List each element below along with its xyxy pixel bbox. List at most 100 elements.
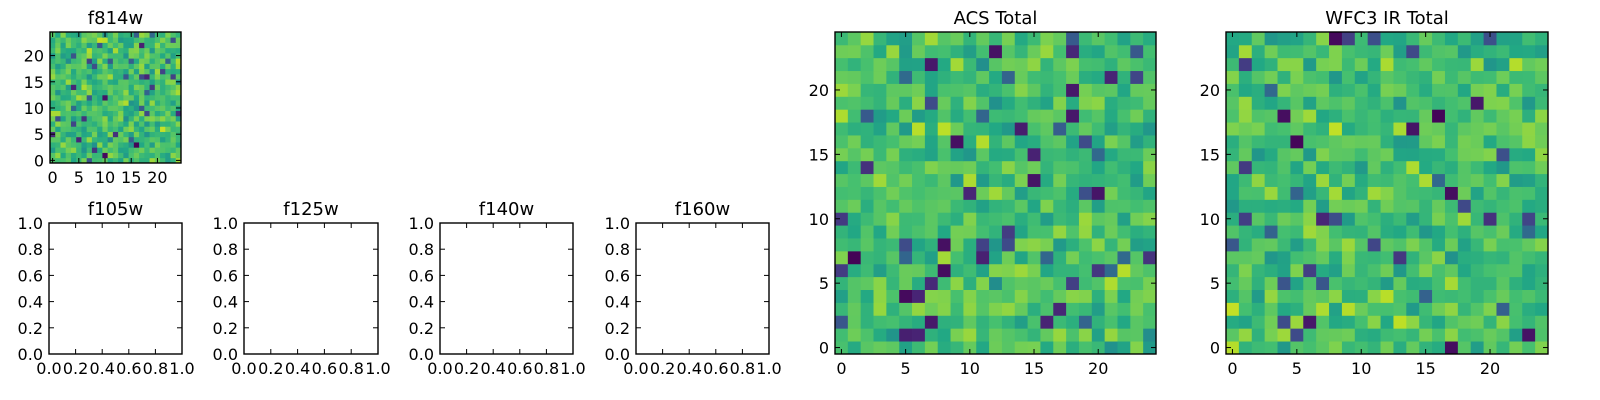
heatmap-cell xyxy=(1522,96,1536,110)
heatmap-cell xyxy=(1277,173,1291,187)
heatmap-cell xyxy=(1264,289,1278,303)
heatmap-cell xyxy=(835,276,849,290)
heatmap-cell xyxy=(81,100,88,106)
heatmap-cell xyxy=(1290,44,1304,59)
heatmap-cell xyxy=(1277,160,1291,175)
heatmap-cell xyxy=(1329,135,1343,149)
heatmap-cell xyxy=(55,63,61,70)
heatmap-cell xyxy=(65,126,72,132)
heatmap-cell xyxy=(1117,341,1131,355)
heatmap-cell xyxy=(1001,32,1016,46)
heatmap-cell xyxy=(107,84,114,91)
heatmap-cell xyxy=(1483,341,1497,355)
heatmap-cell xyxy=(86,147,93,153)
heatmap-cell xyxy=(1522,135,1536,149)
heatmap-cell xyxy=(1290,57,1304,72)
heatmap-cell xyxy=(160,63,166,70)
heatmap-cell xyxy=(65,52,72,59)
heatmap-cell xyxy=(128,42,135,49)
y-tick-label: 1.0 xyxy=(409,214,434,233)
heatmap-cell xyxy=(1354,32,1369,46)
heatmap-cell xyxy=(1367,122,1381,136)
heatmap-cell xyxy=(989,302,1003,316)
heatmap-cell xyxy=(1053,96,1067,110)
heatmap-cell xyxy=(1251,83,1266,97)
heatmap-cell xyxy=(1091,83,1106,97)
heatmap-cell xyxy=(91,157,98,164)
heatmap-cell xyxy=(1001,160,1016,175)
heatmap-cell xyxy=(835,173,849,187)
heatmap-cell xyxy=(886,109,900,123)
heatmap-cell xyxy=(1522,225,1536,239)
heatmap-cell xyxy=(1027,199,1041,213)
heatmap-cell xyxy=(1143,57,1157,72)
x-tick-label: 10 xyxy=(95,168,115,187)
heatmap-cell xyxy=(899,225,913,239)
heatmap-cell xyxy=(149,84,156,91)
heatmap-cell xyxy=(154,79,161,85)
heatmap-cell xyxy=(1457,57,1472,72)
heatmap-cell xyxy=(1104,135,1118,149)
heatmap-cell xyxy=(144,105,150,111)
heatmap-cell xyxy=(1130,225,1144,239)
heatmap-cell xyxy=(1303,32,1317,46)
heatmap-cell xyxy=(118,126,124,132)
heatmap-cell xyxy=(1470,276,1484,290)
heatmap-cell xyxy=(963,32,977,46)
heatmap-cell xyxy=(86,63,93,70)
heatmap-cell xyxy=(886,122,900,136)
heatmap-cell xyxy=(1432,212,1446,226)
heatmap-cell xyxy=(963,263,977,278)
heatmap-cell xyxy=(1091,328,1106,342)
heatmap-cell xyxy=(1290,199,1304,213)
heatmap-cell xyxy=(835,44,849,59)
heatmap-cell xyxy=(1380,276,1394,290)
heatmap-cell xyxy=(160,126,166,132)
heatmap-cell xyxy=(1001,250,1016,265)
heatmap-cell xyxy=(107,152,114,159)
heatmap-cell xyxy=(165,32,171,38)
heatmap-cell xyxy=(102,63,109,70)
heatmap-cell xyxy=(1251,263,1266,278)
heatmap-cell xyxy=(1251,289,1266,303)
y-tick-label: 0.4 xyxy=(18,293,43,312)
heatmap-cell xyxy=(1509,263,1523,278)
heatmap-cell xyxy=(1143,315,1157,329)
heatmap-cell xyxy=(170,152,177,159)
heatmap-cell xyxy=(170,100,177,106)
heatmap-cell xyxy=(1226,57,1240,72)
heatmap-cell xyxy=(976,289,990,303)
heatmap-cell xyxy=(1238,212,1253,226)
heatmap-cell xyxy=(1444,160,1459,175)
heatmap-cell xyxy=(1316,173,1330,187)
axes-frame xyxy=(439,222,574,355)
heatmap-cell xyxy=(1027,32,1041,46)
heatmap-cell xyxy=(1483,238,1497,252)
heatmap-cell xyxy=(1264,186,1278,200)
heatmap-cell xyxy=(937,212,951,226)
heatmap-cell xyxy=(1040,186,1054,200)
heatmap-cell xyxy=(1457,32,1472,46)
heatmap-cell xyxy=(81,58,88,64)
heatmap-cell xyxy=(123,147,129,153)
heatmap-cell xyxy=(1406,57,1420,72)
heatmap-cell xyxy=(1014,199,1028,213)
heatmap-cell xyxy=(1367,96,1381,110)
heatmap-cell xyxy=(86,131,93,138)
heatmap-cell xyxy=(1496,96,1510,110)
heatmap-cell xyxy=(1367,147,1381,162)
heatmap-cell xyxy=(924,96,939,110)
heatmap-cell xyxy=(1354,238,1369,252)
heatmap-cell xyxy=(1130,70,1144,84)
heatmap-cell xyxy=(1226,263,1240,278)
heatmap-cell xyxy=(1522,57,1536,72)
heatmap-cell xyxy=(937,57,951,72)
heatmap-cell xyxy=(102,84,109,91)
heatmap-cell xyxy=(1143,135,1157,149)
heatmap-cell xyxy=(1316,32,1330,46)
y-tick-label: 10 xyxy=(1200,210,1220,229)
heatmap-cell xyxy=(1316,341,1330,355)
heatmap-cell xyxy=(924,173,939,187)
heatmap-cell xyxy=(873,122,887,136)
heatmap-cell xyxy=(1251,186,1266,200)
